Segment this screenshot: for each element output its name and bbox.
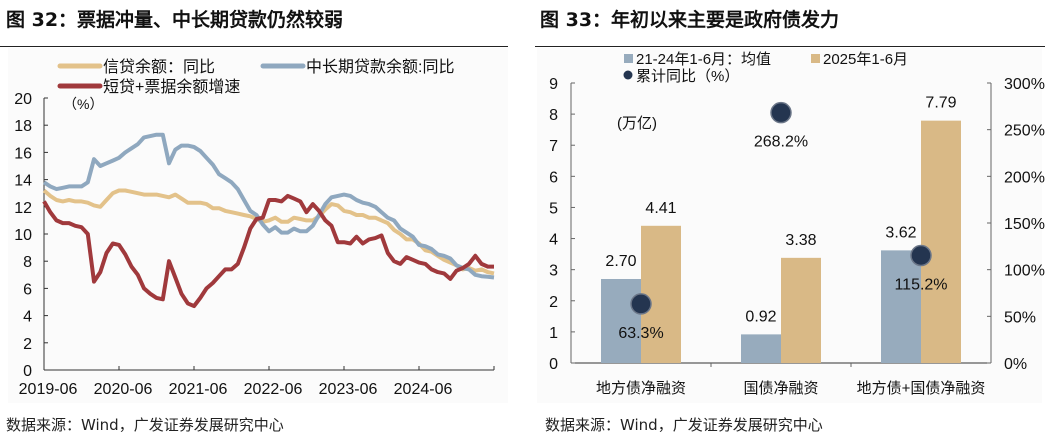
bar-2025: [921, 120, 961, 364]
y-tick-label: 8: [23, 254, 32, 271]
y-tick-label: 3: [549, 263, 558, 280]
legend-label: 信贷余额：同比: [103, 57, 215, 76]
y-tick-label: 12: [14, 200, 32, 217]
x-tick-label: 2020-06: [94, 381, 153, 398]
dot-data-label: 115.2%: [894, 276, 947, 293]
x-tick-label: 2023-06: [319, 381, 378, 398]
dot-data-label: 268.2%: [754, 134, 808, 151]
y-tick-label: 4: [549, 232, 558, 249]
plot-background: [8, 48, 508, 403]
y-tick-label: 14: [14, 173, 32, 190]
y-tick-label: 0: [23, 363, 32, 380]
legend-label: 21-24年1-6月：均值: [636, 51, 771, 68]
bar-data-label: 3.38: [785, 232, 816, 249]
right-source-note: 数据来源：Wind，广发证券发展研究中心: [545, 416, 823, 434]
series-line-2: [42, 132, 495, 280]
y-tick-label: 4: [23, 309, 32, 326]
bar-data-label: 0.92: [745, 308, 776, 325]
y-tick-label: 20: [14, 91, 32, 108]
bar-2025: [781, 257, 821, 363]
bar-data-label: 7.79: [925, 95, 956, 112]
bar-data-label: 3.62: [885, 224, 916, 241]
y-unit-label: （%）: [63, 96, 103, 112]
y-tick-label: 7: [549, 138, 558, 155]
legend-swatch: [624, 54, 633, 63]
left-source-note: 数据来源：Wind，广发证券发展研究中心: [6, 416, 284, 434]
legend-label: 累计同比（%）: [636, 68, 739, 85]
left-chart-title: 图 32：票据冲量、中长期贷款仍然较弱: [6, 9, 344, 31]
right-chart-title: 图 33：年初以来主要是政府债发力: [540, 9, 840, 31]
yoy-dot: [770, 101, 792, 124]
legend-dot: [623, 70, 633, 80]
y-tick-label: 18: [14, 118, 32, 135]
y-tick-label: 2: [23, 336, 32, 353]
legend-label: 短贷+票据余额增速: [103, 77, 240, 96]
x-tick-label: 2019-06: [19, 381, 78, 398]
y-unit-label: (万亿): [617, 115, 657, 132]
dot-data-label: 63.3%: [618, 325, 663, 342]
y-tick-label: 6: [23, 281, 32, 298]
y2-tick-label: 200%: [1004, 169, 1045, 186]
y-tick-label: 5: [549, 200, 558, 217]
x-category-label: 地方债净融资: [596, 380, 686, 397]
bar-avg: [741, 334, 781, 363]
y-tick-label: 16: [14, 145, 32, 162]
legend-label: 中长期贷款余额:同比: [306, 57, 454, 76]
bar-avg: [601, 279, 641, 363]
y2-tick-label: 300%: [1004, 76, 1045, 93]
bar-data-label: 2.70: [605, 253, 636, 270]
legend-label: 2025年1-6月: [823, 51, 908, 68]
y-tick-label: 9: [549, 76, 558, 93]
right-title-rule: [535, 46, 1045, 47]
legend-swatch: [811, 54, 820, 63]
y2-tick-label: 50%: [1004, 309, 1036, 326]
x-category-label: 地方债+国债净融资: [857, 380, 986, 397]
y-tick-label: 1: [549, 325, 558, 342]
y-tick-label: 2: [549, 294, 558, 311]
right-bar-chart: 0 1 2 3 4 5 6 7 8 9 0% 50% 100% 150% 200% 250% 300% (万亿) 地…: [549, 51, 1045, 397]
yoy-dot: [910, 244, 932, 267]
y-tick-label: 10: [14, 227, 32, 244]
bar-2025: [641, 225, 681, 363]
x-tick-label: 2024-06: [394, 381, 453, 398]
left-title-rule: [0, 46, 508, 47]
y2-tick-label: 150%: [1004, 216, 1045, 233]
y2-tick-label: 250%: [1004, 123, 1045, 140]
x-category-label: 国债净融资: [743, 380, 818, 397]
y-tick-label: 0: [549, 356, 558, 373]
y-tick-label: 8: [549, 107, 558, 124]
y-tick-label: 6: [549, 169, 558, 186]
bar-data-label: 4.41: [645, 200, 676, 217]
left-line-chart: 0 2 4 6 8 10 12 14 16 18 20 2019-06 2020-06 2021-06 20…: [8, 48, 508, 403]
bar-avg: [881, 250, 921, 363]
yoy-dot: [630, 293, 652, 315]
x-tick-label: 2021-06: [169, 381, 228, 398]
y2-tick-label: 100%: [1004, 263, 1045, 280]
y2-tick-label: 0%: [1004, 356, 1027, 373]
x-tick-label: 2022-06: [244, 381, 303, 398]
series-line-3: [42, 193, 494, 309]
